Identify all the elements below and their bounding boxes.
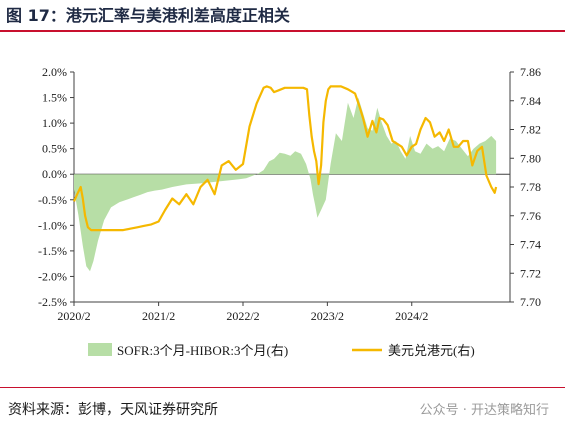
line-series-layer <box>72 85 498 232</box>
left-tick-label: 0.0% <box>42 167 67 181</box>
area-series-sofr-hibor <box>74 97 497 272</box>
left-tick-label: -2.5% <box>38 295 67 309</box>
left-tick-label: 1.5% <box>42 91 67 105</box>
right-tick-label: 7.74 <box>520 238 541 252</box>
x-tick-label: 2021/2 <box>142 309 175 323</box>
right-tick-label: 7.78 <box>520 180 541 194</box>
figure-title: 图 17：港元汇率与美港利差高度正相关 <box>6 6 290 25</box>
left-tick-label: -2.0% <box>38 269 67 283</box>
area-series-layer <box>74 97 497 272</box>
right-tick-label: 7.84 <box>520 94 541 108</box>
left-tick-label: -1.5% <box>38 244 67 258</box>
legend-label-area: SOFR:3个月-HIBOR:3个月(右) <box>117 343 288 358</box>
footer-divider <box>0 387 565 388</box>
right-tick-label: 7.82 <box>520 123 541 137</box>
left-tick-label: -0.5% <box>38 193 67 207</box>
title-divider <box>0 30 565 32</box>
left-tick-label: 2.0% <box>42 65 67 79</box>
tick-labels-layer: -2.5% -2.0% -1.5% -1.0% -0.5% 0.0% 0.5% 1.0% 1.5… <box>38 65 541 323</box>
right-tick-label: 7.72 <box>520 266 541 280</box>
right-tick-label: 7.86 <box>520 65 541 79</box>
legend: SOFR:3个月-HIBOR:3个月(右) 美元兑港元(右) <box>88 343 475 358</box>
legend-label-line: 美元兑港元(右) <box>388 343 475 358</box>
x-tick-label: 2020/2 <box>57 309 90 323</box>
left-tick-label: 0.5% <box>42 142 67 156</box>
left-tick-label: -1.0% <box>38 218 67 232</box>
watermark: 公众号 · 开达策略知行 <box>419 403 549 418</box>
right-tick-label: 7.80 <box>520 151 541 165</box>
left-tick-label: 1.0% <box>42 116 67 130</box>
chart: -2.5% -2.0% -1.5% -1.0% -0.5% 0.0% 0.5% 1.0% 1.5… <box>38 65 541 358</box>
right-tick-label: 7.70 <box>520 295 541 309</box>
source-note: 资料来源：彭博，天风证券研究所 <box>8 402 218 418</box>
right-tick-label: 7.76 <box>520 209 541 223</box>
x-tick-label: 2024/2 <box>395 309 428 323</box>
x-tick-label: 2022/2 <box>226 309 259 323</box>
x-tick-label: 2023/2 <box>311 309 344 323</box>
legend-swatch-area <box>88 343 112 356</box>
line-series-usdhkd <box>72 85 498 232</box>
